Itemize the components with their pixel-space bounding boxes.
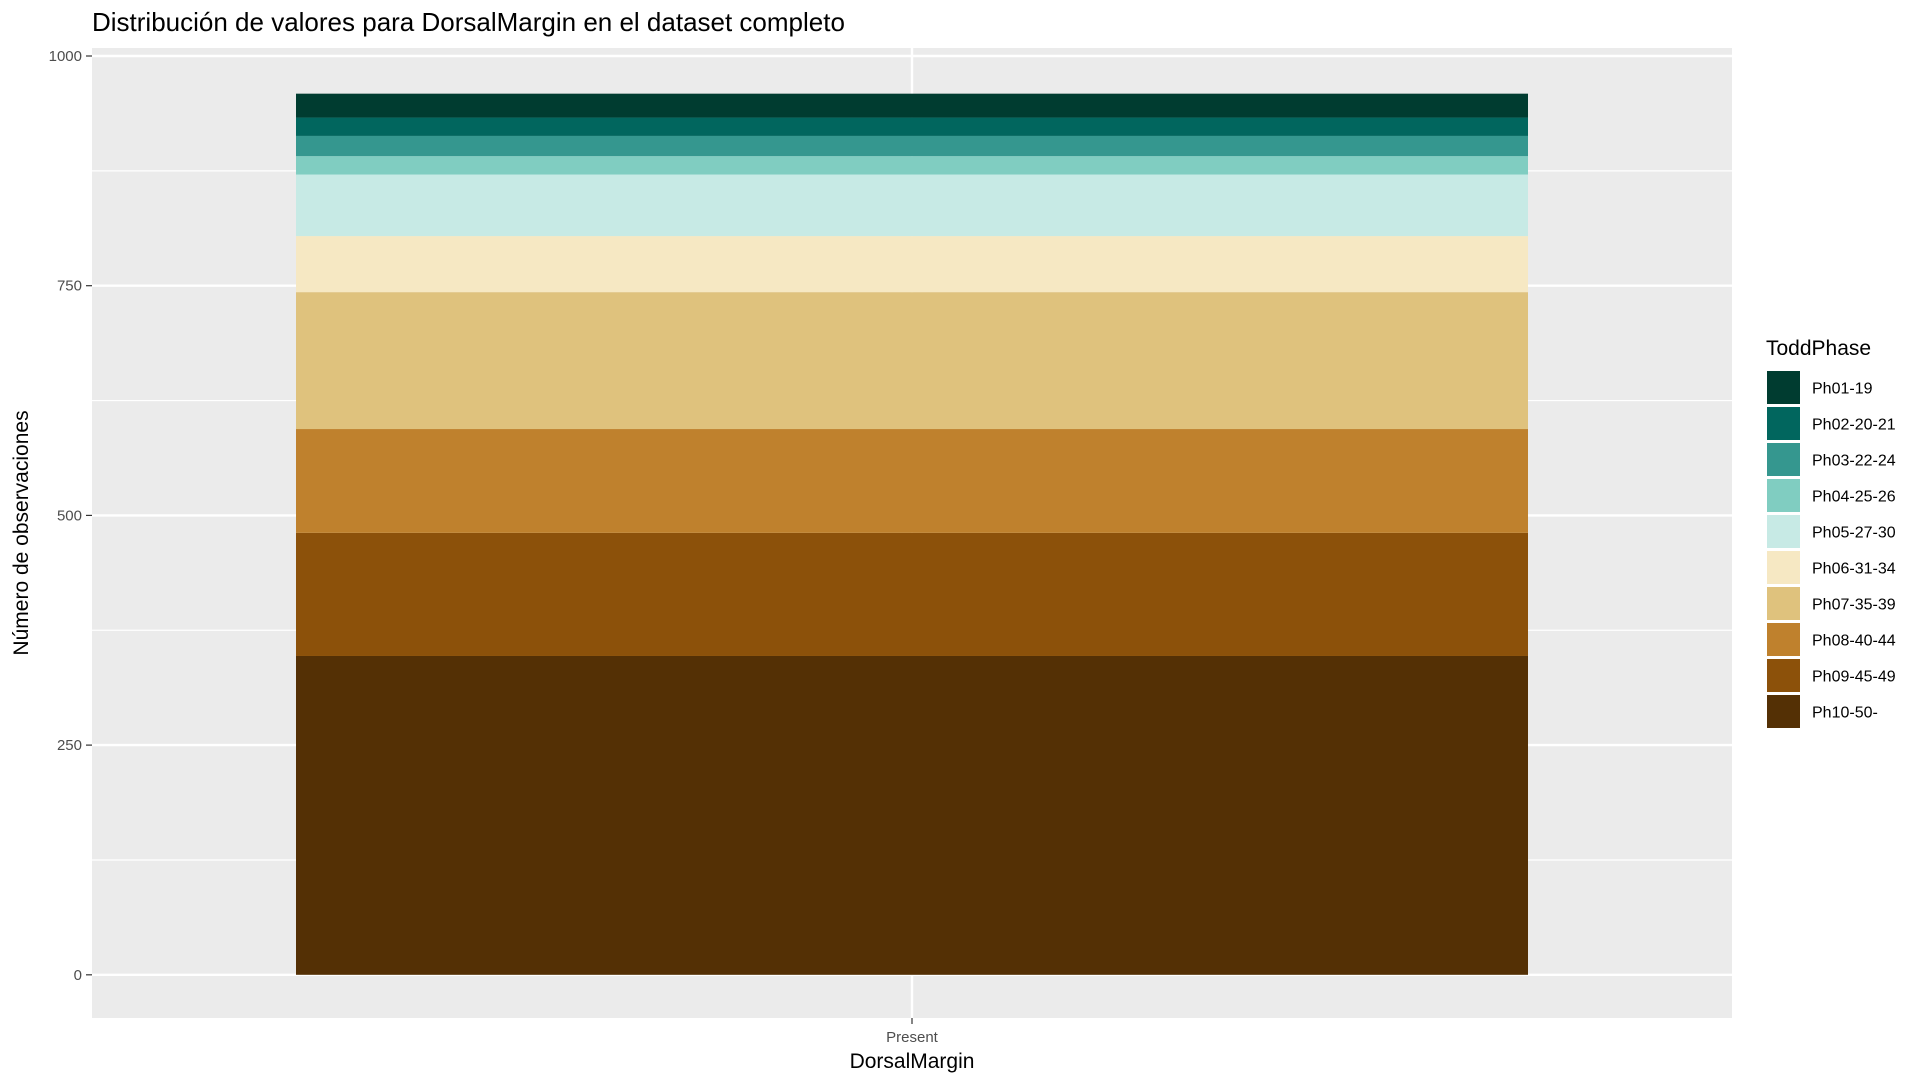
- y-tick-label: 0: [74, 967, 82, 984]
- legend-key: [1767, 695, 1800, 728]
- bar-segment-ph02-20-21: [296, 117, 1528, 136]
- legend-label: Ph02-20-21: [1812, 417, 1896, 434]
- legend-label: Ph03-22-24: [1812, 453, 1896, 470]
- legend-label: Ph08-40-44: [1812, 633, 1896, 650]
- bar-segment-ph07-35-39: [296, 292, 1528, 430]
- legend-label: Ph05-27-30: [1812, 525, 1896, 542]
- y-tick-label: 500: [57, 507, 82, 524]
- legend-title: ToddPhase: [1766, 337, 1871, 360]
- legend-key: [1767, 623, 1800, 656]
- legend-key: [1767, 443, 1800, 476]
- legend-label: Ph07-35-39: [1812, 597, 1896, 614]
- bar-segment-ph09-45-49: [296, 532, 1528, 656]
- bar-segment-ph08-40-44: [296, 429, 1528, 533]
- legend-key: [1767, 515, 1800, 548]
- y-tick-label: 250: [57, 737, 82, 754]
- y-tick-label: 1000: [49, 48, 82, 65]
- x-axis: Present: [886, 1018, 939, 1046]
- x-axis-title: DorsalMargin: [850, 1050, 975, 1073]
- legend-key: [1767, 587, 1800, 620]
- legend-label: Ph06-31-34: [1812, 561, 1896, 578]
- bar-segment-ph10-50-: [296, 655, 1528, 975]
- legend-key: [1767, 371, 1800, 404]
- y-axis: 0 250 500 750 1000: [49, 48, 92, 984]
- legend-key: [1767, 407, 1800, 440]
- legend-label: Ph04-25-26: [1812, 489, 1896, 506]
- legend-key: [1767, 479, 1800, 512]
- bar-segment-ph05-27-30: [296, 174, 1528, 237]
- legend-key: [1767, 659, 1800, 692]
- y-tick-label: 750: [57, 278, 82, 295]
- bar-segments: [296, 93, 1528, 975]
- bar-segment-ph03-22-24: [296, 135, 1528, 157]
- legend-key: [1767, 551, 1800, 584]
- legend-label: Ph01-19: [1812, 381, 1873, 398]
- bar-segment-ph01-19: [296, 93, 1528, 118]
- legend-label: Ph09-45-49: [1812, 669, 1896, 686]
- legend: ToddPhase Ph01-19 Ph02-20-21 Ph03-22-24 Ph0…: [1766, 337, 1896, 728]
- x-tick-label: Present: [886, 1029, 939, 1046]
- legend-label: Ph10-50-: [1812, 705, 1878, 722]
- chart-title: Distribución de valores para DorsalMargi…: [92, 7, 845, 37]
- y-axis-title: Número de observaciones: [10, 410, 33, 655]
- bar-segment-ph06-31-34: [296, 236, 1528, 293]
- bar-segment-ph04-25-26: [296, 156, 1528, 175]
